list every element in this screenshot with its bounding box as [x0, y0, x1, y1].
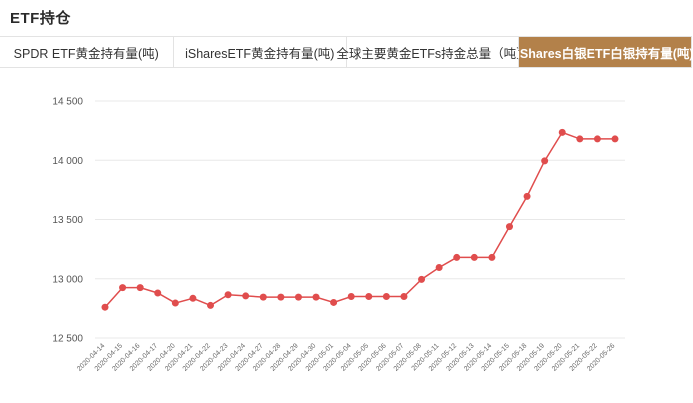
data-point: [330, 298, 338, 306]
tab-ishares-gold[interactable]: iSharesETF黄金持有量(吨): [173, 37, 347, 67]
y-tick-label: 13 000: [52, 274, 83, 285]
data-point: [453, 253, 461, 261]
y-tick-label: 13 500: [52, 215, 83, 226]
silver-holdings-chart: 12 500 13 000 13 500 14 000 14 500 2020-04-1…: [0, 80, 692, 403]
data-point: [154, 289, 162, 297]
data-point: [505, 223, 513, 231]
data-point: [294, 293, 302, 301]
data-point: [189, 294, 197, 302]
data-point: [224, 291, 232, 299]
series-points: [101, 128, 619, 311]
data-point: [558, 128, 566, 136]
data-point: [382, 293, 390, 301]
y-axis: 12 500 13 000 13 500 14 000 14 500: [52, 97, 83, 345]
data-point: [259, 293, 267, 301]
data-point: [470, 253, 478, 261]
data-point: [365, 293, 373, 301]
grid-lines: [95, 100, 625, 339]
data-point: [418, 275, 426, 283]
section-title: ETF持仓: [10, 10, 71, 27]
tab-global-gold-etfs[interactable]: 全球主要黄金ETFs持金总量（吨）: [336, 37, 529, 67]
line-chart-svg: 12 500 13 000 13 500 14 000 14 500 2020-04-1…: [52, 97, 625, 373]
data-point: [101, 303, 109, 311]
data-point: [136, 284, 144, 292]
data-point: [277, 293, 285, 301]
y-tick-label: 14 000: [52, 156, 83, 167]
data-point: [400, 293, 408, 301]
y-tick-label: 14 500: [52, 97, 83, 108]
x-axis: 2020-04-142020-04-152020-04-162020-04-17…: [76, 342, 616, 372]
data-point: [435, 263, 443, 271]
tab-spdr-gold[interactable]: SPDR ETF黄金持有量(吨): [0, 37, 174, 67]
data-point: [488, 253, 496, 261]
data-point: [242, 292, 250, 300]
tab-ishares-silver[interactable]: iShares白银ETF白银持有量(吨): [516, 37, 693, 67]
data-point: [312, 293, 320, 301]
data-point: [523, 192, 531, 200]
data-point: [576, 135, 584, 143]
tab-bar: SPDR ETF黄金持有量(吨) iSharesETF黄金持有量(吨) 全球主要…: [0, 36, 693, 68]
data-point: [541, 157, 549, 165]
data-point: [171, 299, 179, 307]
data-point: [611, 135, 619, 143]
y-tick-label: 12 500: [52, 334, 83, 345]
data-point: [593, 135, 601, 143]
data-point: [119, 284, 127, 292]
data-point: [207, 301, 215, 309]
data-point: [347, 293, 355, 301]
